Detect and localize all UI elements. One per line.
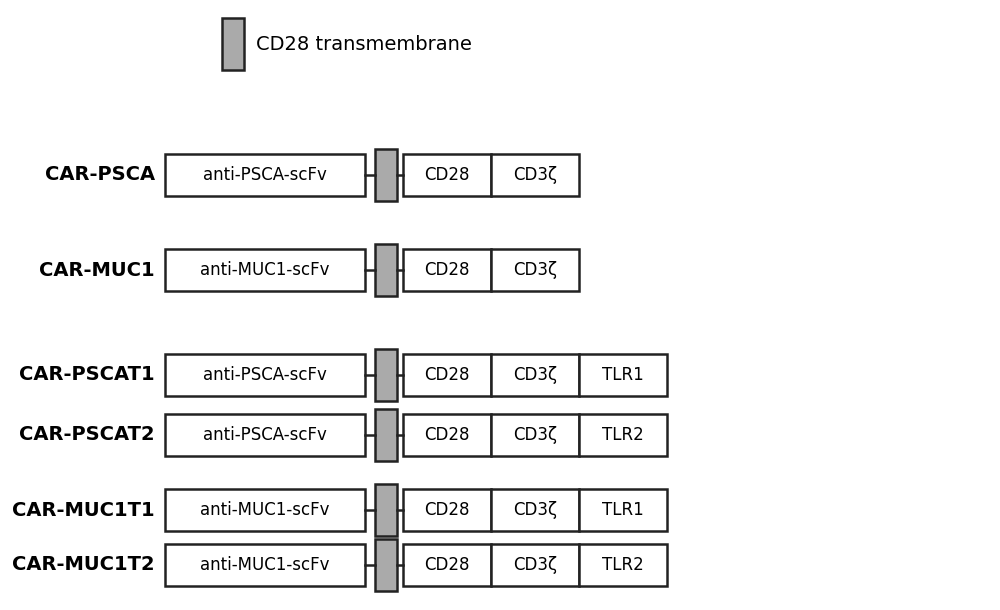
Bar xyxy=(491,249,579,291)
Bar xyxy=(375,349,397,401)
Bar xyxy=(165,154,365,196)
Bar xyxy=(375,539,397,591)
Bar xyxy=(491,489,579,531)
Bar xyxy=(403,489,491,531)
Text: CD28: CD28 xyxy=(424,556,470,574)
Bar xyxy=(165,544,365,586)
Bar xyxy=(375,484,397,536)
Bar xyxy=(375,149,397,201)
Bar xyxy=(403,354,491,396)
Bar xyxy=(165,414,365,456)
Text: TLR1: TLR1 xyxy=(602,366,644,384)
Text: CD3ζ: CD3ζ xyxy=(513,426,557,444)
Text: anti-PSCA-scFv: anti-PSCA-scFv xyxy=(203,166,327,184)
Bar xyxy=(491,414,579,456)
Bar xyxy=(579,544,667,586)
Text: CD28: CD28 xyxy=(424,261,470,279)
Text: CAR-PSCAT1: CAR-PSCAT1 xyxy=(19,365,155,384)
Text: CD3ζ: CD3ζ xyxy=(513,166,557,184)
Bar xyxy=(491,154,579,196)
Text: CD28 transmembrane: CD28 transmembrane xyxy=(256,35,472,54)
Text: CAR-MUC1: CAR-MUC1 xyxy=(39,260,155,279)
Text: TLR2: TLR2 xyxy=(602,556,644,574)
Bar xyxy=(375,244,397,296)
Text: anti-MUC1-scFv: anti-MUC1-scFv xyxy=(200,556,330,574)
Text: anti-MUC1-scFv: anti-MUC1-scFv xyxy=(200,261,330,279)
Bar xyxy=(491,354,579,396)
Bar xyxy=(579,354,667,396)
Text: CD3ζ: CD3ζ xyxy=(513,366,557,384)
Text: CD28: CD28 xyxy=(424,426,470,444)
Bar xyxy=(403,154,491,196)
Text: anti-MUC1-scFv: anti-MUC1-scFv xyxy=(200,501,330,519)
Text: CD28: CD28 xyxy=(424,501,470,519)
Bar xyxy=(403,544,491,586)
Bar xyxy=(403,414,491,456)
Bar xyxy=(165,249,365,291)
Bar xyxy=(491,544,579,586)
Text: CD28: CD28 xyxy=(424,366,470,384)
Text: anti-PSCA-scFv: anti-PSCA-scFv xyxy=(203,366,327,384)
Text: CD28: CD28 xyxy=(424,166,470,184)
Text: CD3ζ: CD3ζ xyxy=(513,261,557,279)
Text: CD3ζ: CD3ζ xyxy=(513,556,557,574)
Text: CD3ζ: CD3ζ xyxy=(513,501,557,519)
Text: TLR1: TLR1 xyxy=(602,501,644,519)
Bar xyxy=(165,489,365,531)
Bar xyxy=(375,409,397,461)
Bar xyxy=(165,354,365,396)
Text: CAR-PSCAT2: CAR-PSCAT2 xyxy=(19,426,155,445)
Bar xyxy=(579,414,667,456)
Text: anti-PSCA-scFv: anti-PSCA-scFv xyxy=(203,426,327,444)
Text: CAR-MUC1T2: CAR-MUC1T2 xyxy=(12,556,155,575)
Text: CAR-MUC1T1: CAR-MUC1T1 xyxy=(12,500,155,520)
Bar xyxy=(403,249,491,291)
Bar xyxy=(579,489,667,531)
Text: TLR2: TLR2 xyxy=(602,426,644,444)
Text: CAR-PSCA: CAR-PSCA xyxy=(45,165,155,184)
Bar xyxy=(222,18,244,70)
